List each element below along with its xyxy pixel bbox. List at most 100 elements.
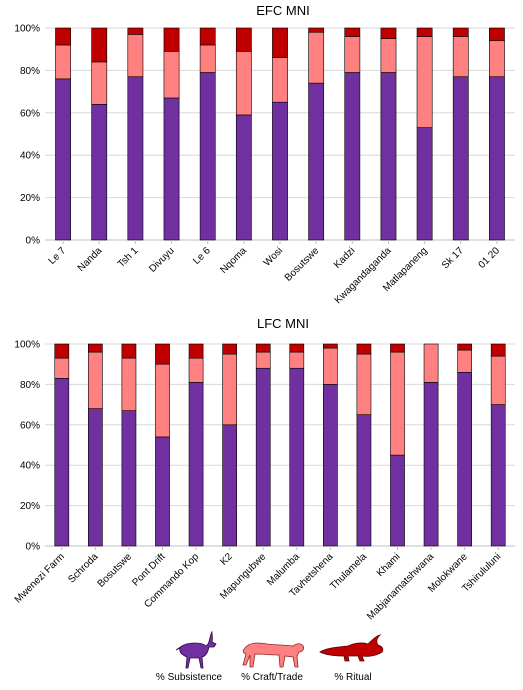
lfc-ytick-label: 80% bbox=[20, 380, 40, 391]
lfc-bar-subsistence bbox=[121, 410, 137, 547]
lfc-bar-ritual bbox=[490, 343, 506, 357]
lfc-bar-craft bbox=[188, 357, 204, 383]
lfc-bar-subsistence bbox=[188, 382, 204, 547]
lfc-bar-subsistence bbox=[88, 408, 103, 547]
efc-chart: 0% 20% 40% 60% 80% 100% Le 7 Nanda Tsh 1 Divuyu Le… bbox=[14, 24, 515, 306]
lfc-bar-ritual bbox=[188, 343, 204, 359]
efc-bar-subsistence bbox=[452, 76, 469, 241]
efc-ytick-label: 80% bbox=[20, 66, 40, 77]
lfc-bar-craft bbox=[121, 357, 137, 411]
lfc-ytick-label: 0% bbox=[26, 542, 41, 553]
lfc-bar-craft bbox=[255, 351, 271, 369]
efc-category-label: Kadzi bbox=[332, 245, 357, 270]
efc-bar-craft bbox=[416, 36, 433, 128]
efc-bar-ritual bbox=[91, 27, 108, 63]
efc-bar-craft bbox=[91, 61, 108, 105]
legend: % Subsistence % Craft/Trade % Ritual bbox=[156, 630, 384, 683]
lfc-bar-craft bbox=[390, 351, 405, 456]
efc-bar-ritual bbox=[380, 27, 397, 39]
efc-category-label: 01 20 bbox=[477, 245, 503, 271]
legend-label-subsistence: % Subsistence bbox=[156, 672, 223, 683]
efc-bar-ritual bbox=[163, 27, 180, 52]
chart-title-efc: EFC MNI bbox=[256, 3, 309, 18]
lfc-category-label: Thulamela bbox=[328, 551, 369, 592]
efc-bar-ritual bbox=[452, 27, 469, 37]
lfc-ytick-label: 20% bbox=[20, 501, 40, 512]
lfc-bar-craft bbox=[222, 353, 237, 426]
lfc-bar-ritual bbox=[323, 343, 338, 349]
efc-category-label: Wosi bbox=[262, 245, 285, 268]
lfc-category-label: Schroda bbox=[66, 551, 100, 585]
efc-bar-ritual bbox=[308, 27, 325, 33]
efc-bar-craft bbox=[380, 38, 397, 73]
efc-bar-ritual bbox=[199, 27, 216, 46]
lfc-bar-craft bbox=[155, 363, 170, 438]
legend-label-ritual: % Ritual bbox=[334, 672, 371, 683]
lfc-category-label: Khami bbox=[375, 551, 403, 579]
efc-ytick-label: 40% bbox=[20, 151, 40, 162]
lfc-bar-subsistence bbox=[54, 378, 70, 547]
efc-bar-craft bbox=[452, 36, 469, 78]
efc-bar-craft bbox=[272, 57, 288, 103]
lfc-ytick-label: 60% bbox=[20, 420, 40, 431]
efc-bar-subsistence bbox=[163, 97, 180, 241]
lfc-bar-ritual bbox=[155, 343, 170, 365]
lfc-bar-ritual bbox=[255, 343, 271, 353]
efc-bar-craft bbox=[55, 44, 71, 80]
lfc-bar-craft bbox=[289, 351, 305, 369]
efc-bar-subsistence bbox=[308, 82, 325, 241]
lfc-bar-ritual bbox=[356, 343, 372, 355]
efc-bar-subsistence bbox=[91, 104, 108, 241]
efc-bar-subsistence bbox=[199, 72, 216, 241]
efc-category-label: Bosutswe bbox=[283, 245, 322, 284]
efc-category-label: Nqoma bbox=[218, 245, 249, 276]
efc-bar-craft bbox=[344, 36, 361, 73]
lfc-bar-subsistence bbox=[323, 384, 338, 547]
efc-category-label: Tsh 1 bbox=[116, 245, 141, 270]
lfc-bar-subsistence bbox=[222, 424, 237, 547]
efc-bar-ritual bbox=[489, 27, 505, 42]
lfc-bar-subsistence bbox=[289, 367, 305, 547]
efc-ytick-label: 0% bbox=[26, 236, 41, 247]
lfc-bar-ritual bbox=[457, 343, 472, 351]
efc-bar-subsistence bbox=[416, 127, 433, 241]
efc-bar-subsistence bbox=[55, 78, 71, 241]
lfc-bar-craft bbox=[323, 347, 338, 385]
efc-bar-ritual bbox=[55, 27, 71, 46]
lfc-chart: 0% 20% 40% 60% 80% 100% Mwenezi Farm SchrodaBos… bbox=[13, 340, 515, 622]
lfc-bar-craft bbox=[457, 349, 472, 373]
lfc-bar-craft bbox=[490, 355, 506, 405]
lfc-bar-ritual bbox=[54, 343, 70, 359]
lfc-bar-craft bbox=[423, 343, 439, 383]
lfc-bar-ritual bbox=[121, 343, 137, 359]
lfc-bar-craft bbox=[88, 351, 103, 409]
efc-category-label: Le 7 bbox=[47, 245, 69, 267]
lfc-bar-subsistence bbox=[255, 367, 271, 547]
legend-label-craft: % Craft/Trade bbox=[241, 672, 303, 683]
efc-bar-subsistence bbox=[344, 72, 361, 241]
chart-title-lfc: LFC MNI bbox=[257, 316, 309, 331]
efc-bar-ritual bbox=[272, 27, 288, 58]
efc-bar-craft bbox=[308, 31, 325, 84]
efc-ytick-label: 20% bbox=[20, 193, 40, 204]
efc-bar-craft bbox=[199, 44, 216, 73]
efc-bar-subsistence bbox=[489, 76, 505, 241]
efc-ytick-label: 100% bbox=[14, 24, 40, 35]
efc-bar-subsistence bbox=[235, 114, 252, 241]
efc-bar-craft bbox=[489, 40, 505, 78]
efc-bar-ritual bbox=[344, 27, 361, 37]
lfc-bar-ritual bbox=[88, 343, 103, 353]
lfc-category-label: Bosutswe bbox=[96, 551, 135, 590]
lfc-bar-subsistence bbox=[356, 414, 372, 547]
efc-bar-ritual bbox=[235, 27, 252, 52]
efc-category-label: Sk 17 bbox=[440, 245, 466, 271]
lfc-category-label: Mwenezi Farm bbox=[13, 551, 67, 605]
lfc-bar-subsistence bbox=[457, 371, 472, 547]
lfc-bar-craft bbox=[54, 357, 70, 379]
efc-bar-ritual bbox=[127, 27, 144, 35]
lfc-bar-ritual bbox=[390, 343, 405, 353]
efc-bar-craft bbox=[127, 34, 144, 78]
crocodile-icon bbox=[319, 634, 384, 662]
